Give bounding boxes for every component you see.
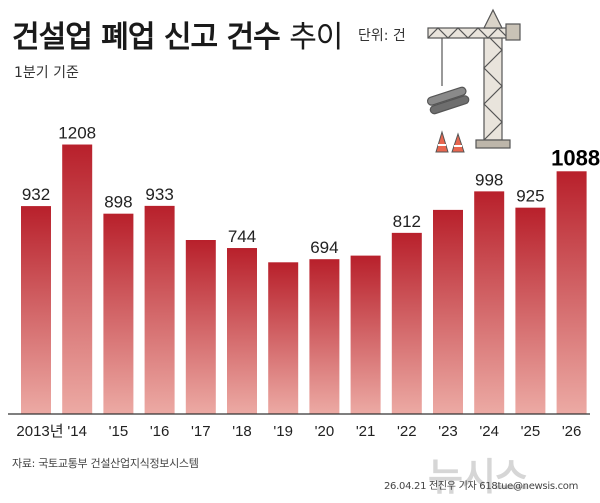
chart-subtitle: 1분기 기준 [14, 65, 79, 81]
bar-7 [309, 259, 340, 414]
bar-10 [433, 209, 463, 414]
data-label-9: 812 [393, 212, 421, 231]
credit-line: 26.04.21 전진우 기자 618tue@newsis.com [384, 481, 579, 492]
data-label-2: 898 [104, 193, 132, 212]
x-tick-label-4: '17 [191, 423, 211, 440]
bar-5 [227, 248, 257, 414]
bar-11 [474, 191, 505, 414]
unit-label: 단위: 건 [358, 28, 406, 44]
chart-title-main: 건설업 폐업 신고 건수 [12, 20, 281, 55]
bar-1 [62, 144, 93, 414]
bar-4 [185, 240, 216, 414]
x-tick-label-9: '22 [397, 423, 417, 440]
x-tick-label-3: '16 [150, 423, 170, 440]
chart-title-suffix: 추이 [289, 20, 343, 55]
data-label-11: 998 [475, 170, 503, 189]
chart-title: 건설업 폐업 신고 건수 추이 [12, 12, 343, 56]
data-label-7: 694 [310, 238, 338, 257]
watermark-logo: 뉴시스 [428, 455, 529, 499]
data-label-1: 1208 [58, 124, 96, 143]
bar-0 [21, 206, 51, 414]
data-label-13: 1088 [551, 145, 600, 170]
source-note: 자료: 국토교통부 건설산업지식정보시스템 [12, 457, 199, 470]
x-tick-label-12: '25 [521, 423, 541, 440]
x-tick-label-7: '20 [315, 423, 335, 440]
x-tick-label-8: '21 [356, 423, 376, 440]
bar-6 [268, 262, 299, 414]
data-label-0: 932 [22, 185, 50, 204]
crane-icon [426, 8, 521, 153]
data-label-3: 933 [145, 185, 173, 204]
bar-9 [391, 232, 422, 414]
data-label-5: 744 [228, 227, 256, 246]
x-tick-label-11: '24 [479, 423, 499, 440]
data-label-12: 925 [516, 187, 544, 206]
x-tick-label-0: 2013년 [16, 423, 63, 440]
bar-3 [144, 205, 175, 414]
bar-2 [103, 213, 134, 414]
bar-8 [350, 255, 381, 414]
x-tick-label-2: '15 [109, 423, 129, 440]
x-tick-label-6: '19 [273, 423, 293, 440]
bar-12 [515, 207, 546, 414]
x-tick-label-10: '23 [438, 423, 458, 440]
x-tick-label-13: '26 [562, 423, 582, 440]
x-tick-label-5: '18 [232, 423, 252, 440]
bar-13 [556, 171, 587, 414]
x-tick-label-1: '14 [67, 423, 87, 440]
